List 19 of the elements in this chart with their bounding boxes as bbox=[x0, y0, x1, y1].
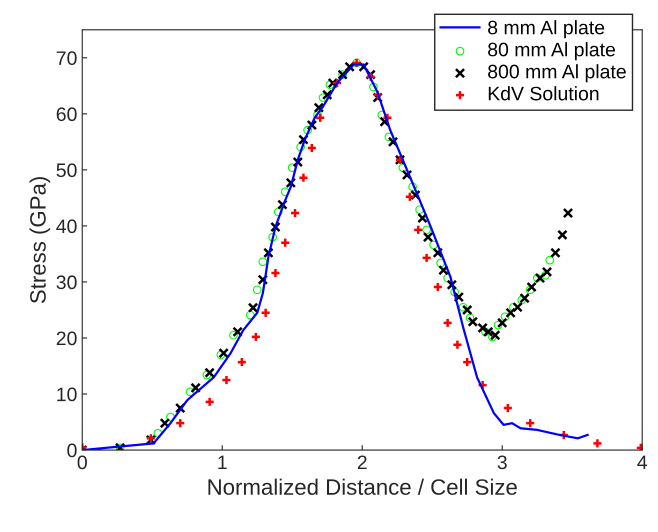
legend-label: 8 mm Al plate bbox=[488, 20, 604, 38]
y-tick-label: 10 bbox=[57, 388, 77, 402]
y-tick-label: 60 bbox=[56, 107, 77, 122]
y-tick-label: 50 bbox=[56, 163, 77, 178]
y-tick-label: 20 bbox=[56, 331, 77, 346]
legend-label: KdV Solution bbox=[488, 86, 598, 100]
x-tick-label: 0 bbox=[78, 455, 87, 470]
y-tick-label: 40 bbox=[56, 219, 77, 234]
y-axis-title: Stress (GPa) bbox=[29, 177, 50, 304]
y-tick-label: 70 bbox=[56, 51, 77, 66]
legend-label: 80 mm Al plate bbox=[488, 42, 615, 60]
legend-label: 800 mm Al plate bbox=[488, 64, 626, 82]
x-tick-label: 4 bbox=[637, 456, 648, 470]
y-tick-label: 0 bbox=[67, 444, 77, 458]
x-tick-label: 1 bbox=[218, 456, 227, 470]
x-axis-title: Normalized Distance / Cell Size bbox=[208, 478, 517, 495]
x-tick-label: 3 bbox=[498, 455, 507, 470]
y-tick-label: 30 bbox=[56, 275, 77, 290]
x-tick-label: 2 bbox=[358, 455, 367, 470]
